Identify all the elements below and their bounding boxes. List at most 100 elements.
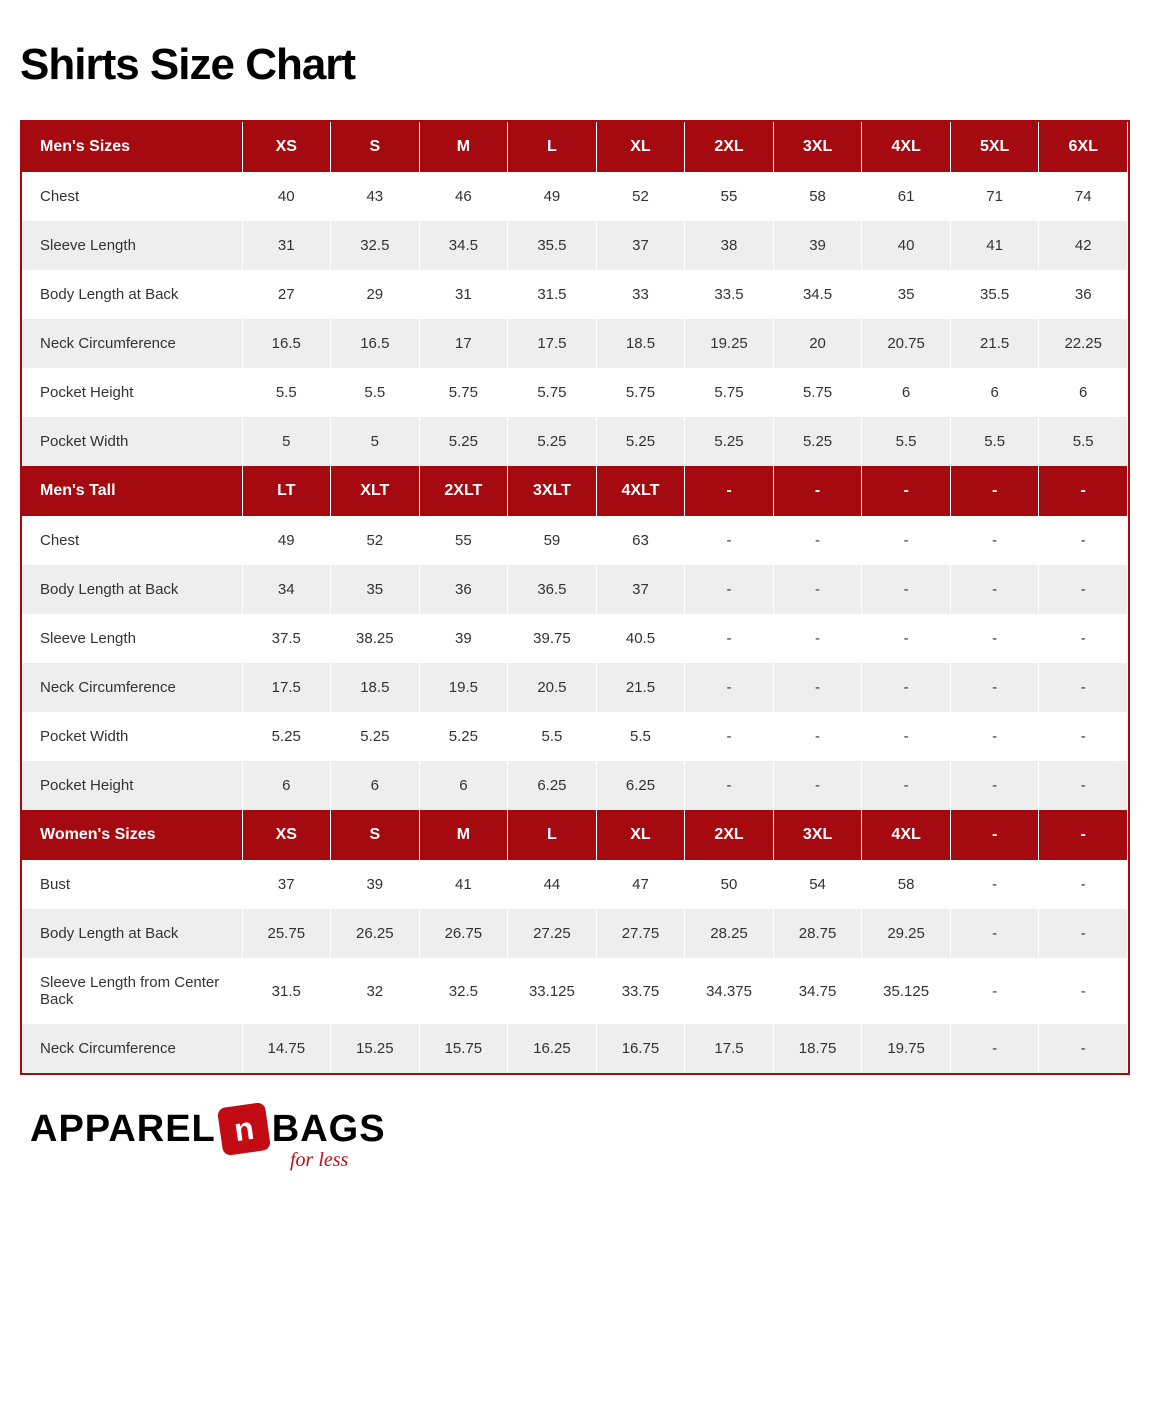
cell-value: 47: [596, 860, 685, 909]
cell-value: 50: [685, 860, 774, 909]
cell-value: 54: [773, 860, 862, 909]
cell-value: -: [1039, 909, 1128, 958]
table-row: Sleeve Length3132.534.535.5373839404142: [22, 221, 1128, 270]
cell-value: -: [950, 565, 1039, 614]
cell-value: -: [1039, 761, 1128, 810]
cell-value: 5.25: [685, 417, 774, 466]
cell-value: 5.5: [331, 368, 420, 417]
cell-value: -: [1039, 860, 1128, 909]
cell-value: 6.25: [596, 761, 685, 810]
row-label: Body Length at Back: [22, 565, 242, 614]
brand-logo: Apparel n Bags: [30, 1105, 1130, 1153]
cell-value: 42: [1039, 221, 1128, 270]
cell-value: 6: [1039, 368, 1128, 417]
column-header: 6XL: [1039, 122, 1128, 172]
column-header: 2XL: [685, 122, 774, 172]
cell-value: 17.5: [242, 663, 331, 712]
cell-value: -: [950, 712, 1039, 761]
cell-value: 5: [331, 417, 420, 466]
cell-value: 21.5: [596, 663, 685, 712]
cell-value: 33.5: [685, 270, 774, 319]
cell-value: 20.75: [862, 319, 951, 368]
brand-logo-area: Apparel n Bags for less: [20, 1105, 1130, 1172]
cell-value: 6: [331, 761, 420, 810]
column-header: XS: [242, 122, 331, 172]
page-title: Shirts Size Chart: [20, 40, 1130, 90]
cell-value: -: [950, 1024, 1039, 1073]
cell-value: 39: [773, 221, 862, 270]
cell-value: 37: [242, 860, 331, 909]
cell-value: -: [862, 712, 951, 761]
cell-value: 5.75: [596, 368, 685, 417]
table-row: Neck Circumference17.518.519.520.521.5--…: [22, 663, 1128, 712]
column-header: L: [508, 810, 597, 860]
cell-value: 5.25: [508, 417, 597, 466]
cell-value: 16.25: [508, 1024, 597, 1073]
cell-value: 18.5: [596, 319, 685, 368]
cell-value: 6: [950, 368, 1039, 417]
cell-value: 16.5: [331, 319, 420, 368]
cell-value: 40.5: [596, 614, 685, 663]
cell-value: 43: [331, 172, 420, 221]
column-header: -: [862, 466, 951, 516]
column-header: 2XL: [685, 810, 774, 860]
cell-value: 5.75: [773, 368, 862, 417]
cell-value: 41: [419, 860, 508, 909]
cell-value: -: [1039, 614, 1128, 663]
cell-value: 5.5: [1039, 417, 1128, 466]
column-header: LT: [242, 466, 331, 516]
cell-value: 5.25: [596, 417, 685, 466]
cell-value: 31.5: [508, 270, 597, 319]
cell-value: -: [773, 761, 862, 810]
cell-value: 20: [773, 319, 862, 368]
cell-value: -: [773, 712, 862, 761]
cell-value: 26.75: [419, 909, 508, 958]
cell-value: 58: [773, 172, 862, 221]
cell-value: -: [1039, 516, 1128, 565]
row-label: Pocket Height: [22, 761, 242, 810]
cell-value: 27.75: [596, 909, 685, 958]
cell-value: 5.25: [419, 417, 508, 466]
cell-value: 29.25: [862, 909, 951, 958]
cell-value: 35.5: [508, 221, 597, 270]
cell-value: -: [773, 663, 862, 712]
row-label: Body Length at Back: [22, 909, 242, 958]
column-header: 3XL: [773, 810, 862, 860]
column-header: Men's Sizes: [22, 122, 242, 172]
cell-value: -: [862, 614, 951, 663]
cell-value: 18.75: [773, 1024, 862, 1073]
cell-value: -: [950, 516, 1039, 565]
cell-value: 27: [242, 270, 331, 319]
cell-value: 32.5: [331, 221, 420, 270]
cell-value: 21.5: [950, 319, 1039, 368]
cell-value: 26.25: [331, 909, 420, 958]
cell-value: 33.125: [508, 958, 597, 1024]
row-label: Neck Circumference: [22, 1024, 242, 1073]
cell-value: 55: [685, 172, 774, 221]
cell-value: 17: [419, 319, 508, 368]
cell-value: 33: [596, 270, 685, 319]
cell-value: -: [773, 516, 862, 565]
cell-value: 44: [508, 860, 597, 909]
cell-value: 34.375: [685, 958, 774, 1024]
row-label: Chest: [22, 172, 242, 221]
cell-value: 18.5: [331, 663, 420, 712]
column-header: L: [508, 122, 597, 172]
cell-value: -: [950, 761, 1039, 810]
cell-value: -: [862, 516, 951, 565]
cell-value: 74: [1039, 172, 1128, 221]
column-header: 5XL: [950, 122, 1039, 172]
cell-value: 49: [242, 516, 331, 565]
cell-value: 5.25: [419, 712, 508, 761]
cell-value: 36: [1039, 270, 1128, 319]
cell-value: 36: [419, 565, 508, 614]
cell-value: 5.5: [862, 417, 951, 466]
cell-value: 6: [242, 761, 331, 810]
cell-value: -: [685, 565, 774, 614]
cell-value: 34.5: [773, 270, 862, 319]
table-row: Body Length at Back34353636.537-----: [22, 565, 1128, 614]
cell-value: 58: [862, 860, 951, 909]
cell-value: 61: [862, 172, 951, 221]
cell-value: 36.5: [508, 565, 597, 614]
cell-value: 15.25: [331, 1024, 420, 1073]
